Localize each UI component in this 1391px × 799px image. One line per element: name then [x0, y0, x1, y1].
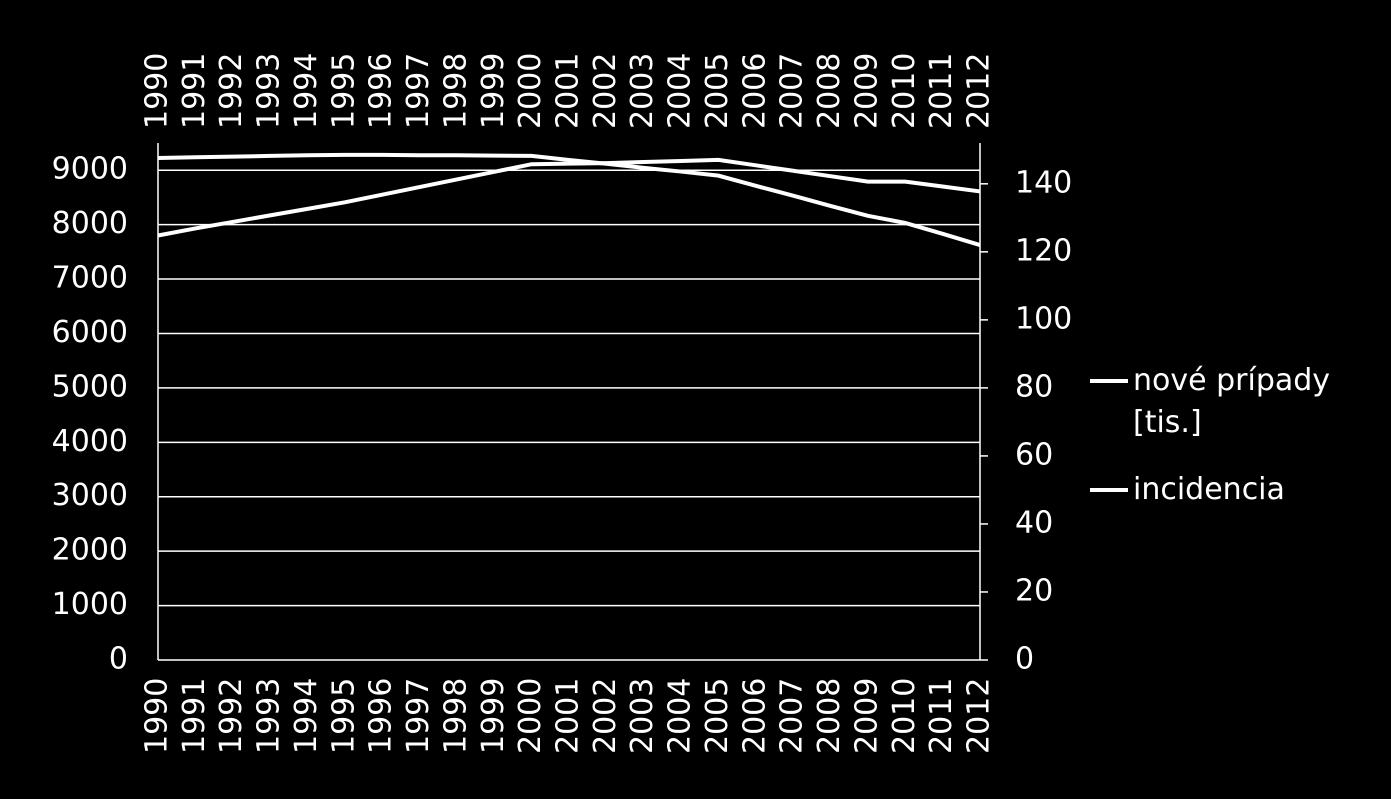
x2-tick-label: 2009 [849, 53, 884, 129]
legend-label: incidencia [1133, 472, 1285, 507]
y-tick-label: 0 [109, 642, 128, 677]
y2-tick-label: 40 [1015, 505, 1053, 540]
x2-tick-label: 1997 [401, 53, 436, 129]
x-tick-label: 2011 [924, 678, 959, 754]
x2-tick-label: 1995 [326, 53, 361, 129]
x2-tick-label: 2001 [551, 53, 586, 129]
x-tick-label: 1998 [438, 678, 473, 754]
y-tick-label: 5000 [52, 369, 128, 404]
x-tick-label: 1991 [177, 678, 212, 754]
x-tick-label: 2006 [737, 678, 772, 754]
x2-tick-label: 2007 [775, 53, 810, 129]
y-tick-label: 2000 [52, 533, 128, 568]
series-line [157, 157, 981, 238]
x2-tick-label: 1991 [177, 53, 212, 129]
y-tick-label: 4000 [52, 424, 128, 459]
x-tick-label: 2003 [625, 678, 660, 754]
legend-label: nové prípady [tis.] [1133, 363, 1331, 440]
x2-tick-label: 2006 [737, 53, 772, 129]
y-tick-label: 8000 [52, 206, 128, 241]
y2-tick-label: 80 [1015, 369, 1053, 404]
x2-tick-label: 2003 [625, 53, 660, 129]
y-tick-label: 3000 [52, 478, 128, 513]
x2-tick-label: 2000 [513, 53, 548, 129]
x-tick-label: 2008 [812, 678, 847, 754]
x-tick-label: 2005 [700, 678, 735, 754]
x-tick-label: 2001 [551, 678, 586, 754]
x-tick-label: 1999 [476, 678, 511, 754]
x-tick-label: 1993 [252, 678, 287, 754]
x-tick-label: 2010 [887, 678, 922, 754]
y-tick-label: 7000 [52, 261, 128, 296]
x-tick-label: 1994 [289, 678, 324, 754]
x2-tick-label: 2005 [700, 53, 735, 129]
y2-tick-label: 120 [1015, 233, 1072, 268]
y2-tick-label: 140 [1015, 165, 1072, 200]
x2-tick-label: 1999 [476, 53, 511, 129]
x2-tick-label: 1992 [214, 53, 249, 129]
x2-tick-label: 1998 [438, 53, 473, 129]
x-tick-label: 1990 [140, 678, 175, 754]
x2-tick-label: 2010 [887, 53, 922, 129]
x-tick-label: 1997 [401, 678, 436, 754]
x-tick-label: 2000 [513, 678, 548, 754]
x-tick-label: 2009 [849, 678, 884, 754]
x2-tick-label: 1993 [252, 53, 287, 129]
x2-tick-label: 2011 [924, 53, 959, 129]
x2-tick-label: 1994 [289, 53, 324, 129]
x-tick-label: 1992 [214, 678, 249, 754]
y2-tick-label: 0 [1015, 642, 1034, 677]
x-tick-label: 2004 [663, 678, 698, 754]
x-tick-label: 1995 [326, 678, 361, 754]
x2-tick-label: 2008 [812, 53, 847, 129]
legend-line [1090, 379, 1128, 383]
y2-tick-label: 100 [1015, 301, 1072, 336]
series-line [157, 152, 981, 247]
x-tick-label: 2002 [588, 678, 623, 754]
x2-tick-label: 2012 [962, 53, 997, 129]
y2-tick-label: 60 [1015, 437, 1053, 472]
x2-tick-label: 1990 [140, 53, 175, 129]
x-tick-label: 2012 [962, 678, 997, 754]
x2-tick-label: 1996 [364, 53, 399, 129]
legend-line [1090, 488, 1128, 492]
y-tick-label: 9000 [52, 152, 128, 187]
x2-tick-label: 2004 [663, 53, 698, 129]
x-tick-label: 2007 [775, 678, 810, 754]
y2-tick-label: 20 [1015, 573, 1053, 608]
x2-tick-label: 2002 [588, 53, 623, 129]
x-tick-label: 1996 [364, 678, 399, 754]
y-tick-label: 1000 [52, 587, 128, 622]
y-tick-label: 6000 [52, 315, 128, 350]
